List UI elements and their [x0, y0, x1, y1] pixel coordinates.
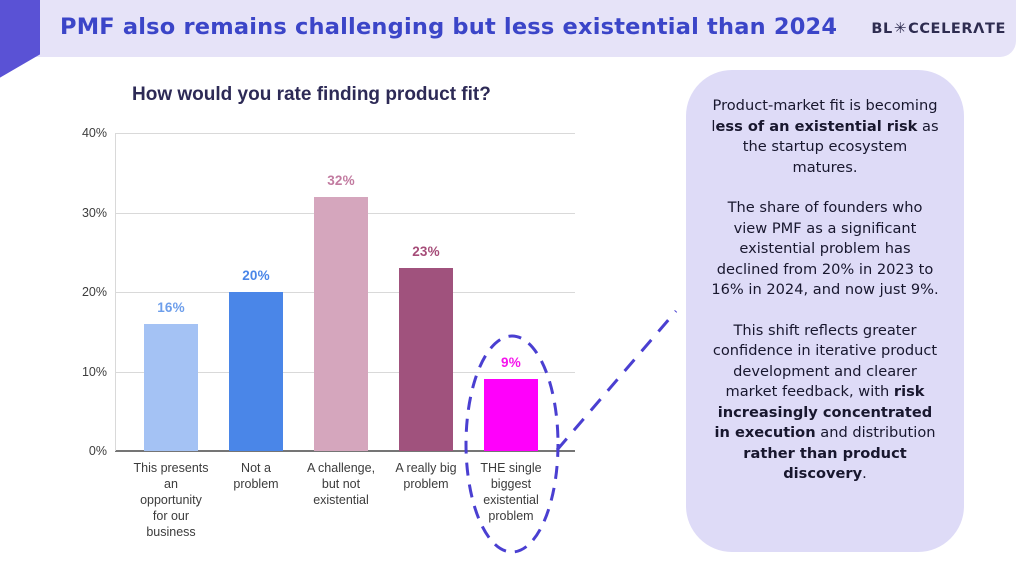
x-axis-label: Not a problem [233, 461, 279, 491]
slide-title: PMF also remains challenging but less ex… [60, 14, 838, 40]
y-axis-line [115, 133, 116, 451]
bar [484, 379, 538, 451]
bar-value-label: 20% [242, 268, 270, 283]
x-axis-label: A challenge, but not existential [306, 461, 376, 507]
bar-value-label: 23% [412, 244, 440, 260]
bar [144, 323, 198, 451]
insight-paragraph: The share of founders who view PMF as a … [711, 199, 939, 298]
logo-text-prefix: BL [871, 21, 893, 37]
bar-value-label: 9% [501, 355, 521, 371]
header-band [0, 0, 1016, 57]
y-axis-tick-label: 20% [81, 285, 107, 299]
x-axis-label: THE single biggest existential problem [480, 461, 542, 523]
logo-network-icon: ✳ [893, 18, 908, 37]
bar [314, 196, 368, 451]
corner-ribbon-decoration [0, 0, 40, 78]
insight-paragraph: Product-market fit is becoming less of a… [711, 97, 939, 176]
y-axis-tick-label: 0% [88, 444, 107, 458]
logo-text-suffix: CCELERΛTE [908, 21, 1006, 37]
bar [229, 292, 283, 451]
x-axis-label: This presents an opportunity for our busines… [133, 461, 209, 539]
bloccelerate-logo: BL ✳ CCELERΛTE [871, 18, 1006, 37]
y-axis-tick-label: 30% [81, 205, 107, 220]
y-axis-tick-label: 10% [81, 364, 107, 379]
callout-dashed-line [555, 310, 678, 451]
y-axis-tick-label: 40% [81, 126, 107, 140]
bar-value-label: 16% [157, 299, 185, 315]
chart-title: How would you rate finding product fit? [132, 84, 491, 105]
x-axis-label: A really big problem [395, 461, 457, 491]
gridline [115, 133, 575, 134]
bar-value-label: 32% [327, 172, 355, 188]
insight-paragraph: This shift reflects greater confidence i… [712, 321, 938, 483]
gridline [115, 450, 575, 452]
insight-panel: Product-market fit is becoming less of a… [686, 70, 964, 552]
bar [399, 268, 453, 451]
